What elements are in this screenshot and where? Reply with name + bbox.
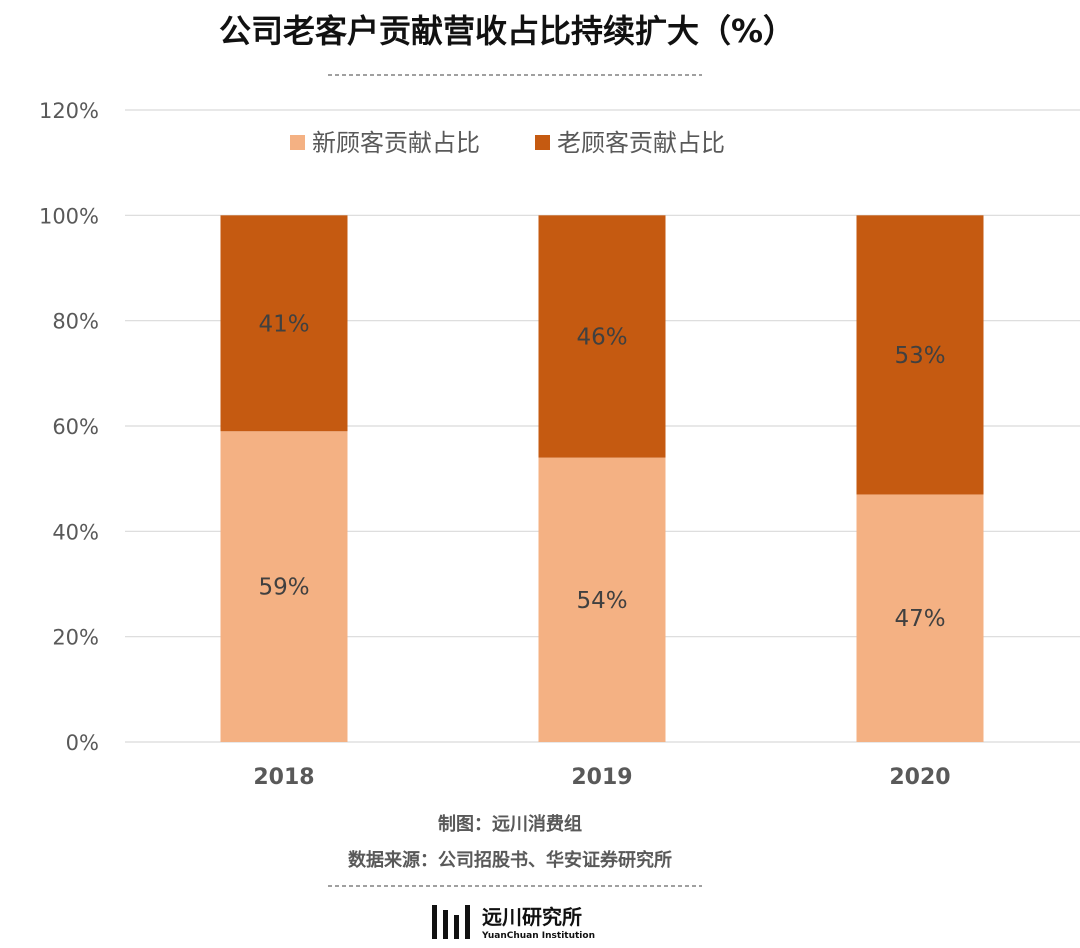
bars (220, 215, 984, 742)
y-tick-label: 0% (66, 731, 99, 755)
bar-segment (538, 457, 666, 742)
logo-mark-icon (432, 905, 470, 939)
legend-swatch (290, 135, 305, 150)
y-axis-ticks: 0% 20% 40% 60% 80% 100% 120% (39, 99, 99, 755)
bar-segment (220, 431, 348, 742)
data-labels: 59% 41% 54% 46% 47% 53% (258, 311, 945, 632)
logo-name-en: YuanChuan Institution (481, 931, 595, 941)
bar-segment (856, 494, 984, 742)
bar-segment (856, 215, 984, 495)
data-label: 53% (894, 343, 945, 369)
x-axis-ticks: 2018 2019 2020 (253, 765, 950, 790)
data-label: 46% (576, 324, 627, 350)
data-label: 59% (258, 575, 309, 601)
bar-segment (538, 215, 666, 458)
data-source: 数据来源：公司招股书、华安证券研究所 (348, 849, 672, 871)
x-tick-label: 2018 (253, 765, 314, 790)
bar-segment (220, 215, 348, 432)
x-tick-label: 2019 (571, 765, 632, 790)
y-tick-label: 120% (39, 99, 99, 123)
chart-credit: 制图：远川消费组 (438, 813, 582, 835)
legend-swatch (535, 135, 550, 150)
y-tick-label: 60% (52, 415, 99, 439)
legend-label: 新顾客贡献占比 (312, 129, 480, 157)
y-tick-label: 40% (52, 520, 99, 544)
y-tick-label: 100% (39, 204, 99, 228)
legend-label: 老顾客贡献占比 (557, 129, 725, 157)
x-tick-label: 2020 (889, 765, 950, 790)
legend: 新顾客贡献占比 老顾客贡献占比 (290, 129, 725, 157)
chart-title: 公司老客户贡献营收占比持续扩大（%） (219, 12, 795, 50)
data-label: 47% (894, 606, 945, 632)
y-tick-label: 20% (52, 626, 99, 650)
data-label: 41% (258, 311, 309, 337)
data-label: 54% (576, 588, 627, 614)
logo-name-cn: 远川研究所 (482, 905, 582, 929)
y-tick-label: 80% (52, 310, 99, 334)
logo: 远川研究所 YuanChuan Institution (432, 905, 595, 941)
